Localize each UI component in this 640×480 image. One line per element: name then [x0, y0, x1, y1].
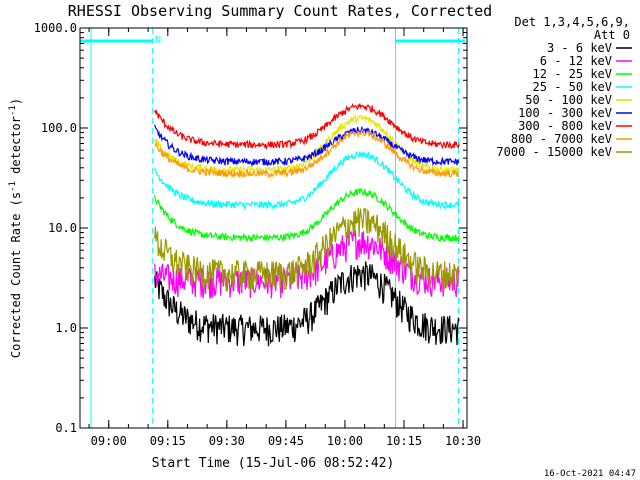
legend-header-line-2: Att 0	[594, 28, 630, 42]
series-line-7	[154, 128, 460, 179]
legend-entry-label: 25 - 50 keV	[533, 80, 612, 94]
legend-entry-label: 6 - 12 keV	[540, 54, 612, 68]
x-tick-label: 09:00	[91, 434, 127, 448]
y-tick-label: 10.0	[48, 221, 77, 235]
vertical-markers	[80, 28, 466, 428]
legend-header-line-1: Det 1,3,4,5,6,9,	[514, 15, 630, 29]
legend-entry-label: 50 - 100 keV	[525, 93, 612, 107]
x-tick-label: 10:30	[445, 434, 481, 448]
x-axis-label: Start Time (15-Jul-06 08:52:42)	[152, 456, 395, 471]
legend-entry-label: 3 - 6 keV	[547, 41, 612, 55]
y-tick-label: 0.1	[55, 421, 77, 435]
series-line-5	[154, 124, 460, 168]
chart-title: RHESSI Observing Summary Count Rates, Co…	[68, 2, 492, 20]
y-axis-label: Corrected Count Rate (s-1 detector-1)	[8, 98, 23, 358]
y-tick-label: 100.0	[41, 121, 77, 135]
legend-entry-label: 100 - 300 keV	[518, 106, 612, 120]
flag-label: N	[155, 35, 161, 46]
x-tick-label: 09:45	[268, 434, 304, 448]
footer-timestamp: 16-Oct-2021 04:47	[544, 469, 636, 479]
series-line-8	[154, 207, 460, 292]
series-line-4	[154, 114, 460, 176]
legend-entry-label: 300 - 800 keV	[518, 119, 612, 133]
series-line-2	[154, 188, 460, 243]
series-line-0	[154, 261, 460, 347]
x-tick-label: 10:00	[327, 434, 363, 448]
series-line-3	[154, 151, 460, 210]
y-axis: 0.1 1.0 10.0 100.0 1000.0	[34, 21, 467, 435]
x-tick-label: 09:30	[209, 434, 245, 448]
series-layer	[154, 103, 460, 347]
legend-entry-label: 12 - 25 keV	[533, 67, 612, 81]
series-line-6	[154, 103, 460, 151]
x-tick-label: 10:15	[386, 434, 422, 448]
x-axis: 09:00 09:15 09:30 09:45 10:00 10:15 10:30	[88, 28, 481, 448]
y-tick-label: 1000.0	[34, 21, 77, 35]
legend-entry-label: 800 - 7000 keV	[511, 132, 612, 146]
y-tick-label: 1.0	[55, 321, 77, 335]
legend-entry-label: 7000 - 15000 keV	[496, 145, 612, 159]
x-tick-label: 09:15	[150, 434, 186, 448]
